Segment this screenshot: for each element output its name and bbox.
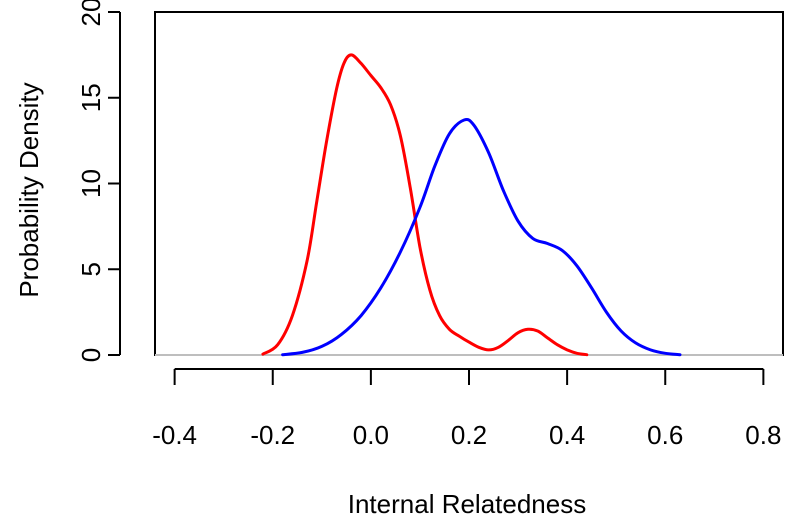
x-tick-label: -0.4	[152, 420, 197, 450]
y-axis-title: Probability Density	[14, 82, 44, 297]
density-curve-1	[261, 53, 589, 357]
y-tick-label: 20	[76, 0, 106, 26]
plot-frame	[154, 11, 784, 356]
density-curve-2	[281, 117, 682, 357]
x-tick-label: 0.2	[451, 420, 487, 450]
y-tick-label: 5	[76, 262, 106, 276]
x-tick-label: 0.6	[647, 420, 683, 450]
x-tick-label: 0.8	[745, 420, 781, 450]
y-tick-label: 15	[76, 83, 106, 112]
x-tick-label: 0.4	[549, 420, 585, 450]
density-curves	[261, 53, 682, 357]
x-axis-title: Internal Relatedness	[348, 489, 586, 519]
y-axis: 0 5 10 15 20	[76, 0, 121, 362]
x-tick-label: -0.2	[250, 420, 295, 450]
y-tick-label: 10	[76, 169, 106, 198]
y-tick-label: 0	[76, 348, 106, 362]
x-axis: -0.4 -0.2 0.0 0.2 0.4 0.6 0.8	[152, 368, 781, 450]
x-tick-label: 0.0	[353, 420, 389, 450]
